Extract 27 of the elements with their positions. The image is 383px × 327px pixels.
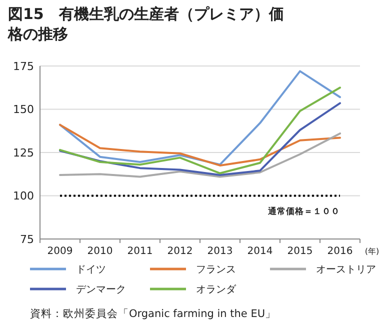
legend-label: デンマーク <box>76 284 126 296</box>
line-series <box>59 102 341 176</box>
line-series <box>59 86 341 174</box>
chart-title: 図15 有機生乳の生産者（プレミア）価格の推移 <box>8 4 285 44</box>
x-tick-label: 2010 <box>87 246 113 257</box>
y-tick-label: 100 <box>13 190 34 203</box>
text: 資料：欧州委員会「Organic farming in the EU」 <box>30 307 276 320</box>
line-series <box>59 70 341 166</box>
legend-label: ドイツ <box>76 264 106 276</box>
y-tick-label: 125 <box>13 146 34 160</box>
x-axis-title: (年) <box>364 247 380 256</box>
x-tick-label: 2014 <box>247 246 273 257</box>
ref-line-label: 通常価格＝１００ <box>267 206 340 217</box>
legend-label: オーストリア <box>316 264 376 276</box>
y-tick-label: 150 <box>13 103 34 116</box>
y-tick-label: 75 <box>20 232 34 246</box>
legend-label: フランス <box>196 264 236 276</box>
x-tick-label: 2013 <box>207 246 233 257</box>
legend-label: オランダ <box>196 284 237 296</box>
x-tick-label: 2015 <box>287 246 313 257</box>
line-series <box>59 132 341 178</box>
x-tick-label: 2011 <box>127 246 153 257</box>
line-series <box>59 124 341 166</box>
x-tick-label: 2009 <box>47 246 73 257</box>
x-tick-label: 2016 <box>327 246 353 257</box>
y-tick-label: 175 <box>13 60 34 73</box>
x-tick-label: 2012 <box>167 246 193 257</box>
